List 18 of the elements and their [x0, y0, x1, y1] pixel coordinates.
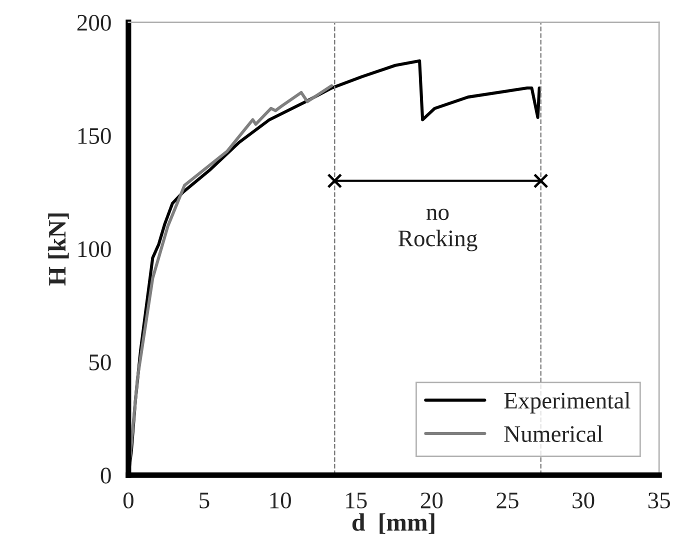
y-tick-label: 200 [77, 14, 111, 31]
x-tick-label: 35 [648, 492, 670, 508]
legend-label: Numerical [504, 425, 603, 442]
y-tick-label: 50 [90, 354, 111, 370]
y-tick-label: 150 [78, 128, 111, 144]
y-tick-label: 0 [100, 468, 111, 484]
x-tick-label: 15 [346, 492, 367, 508]
x-tick-label: 10 [270, 492, 291, 508]
y-axis-title: H [kN] [48, 213, 69, 286]
x-tick-label: 5 [200, 492, 210, 508]
x-tick-label: 20 [420, 492, 443, 508]
legend-label: Experimental [504, 392, 630, 414]
y-tick-label: 100 [78, 241, 111, 258]
x-tick-label: 0 [123, 492, 134, 508]
x-tick-label: 30 [572, 492, 594, 508]
x-tick-label: 25 [496, 492, 518, 508]
x-axis-title: d [mm] [352, 513, 434, 534]
annotation: no Rocking [398, 208, 478, 252]
